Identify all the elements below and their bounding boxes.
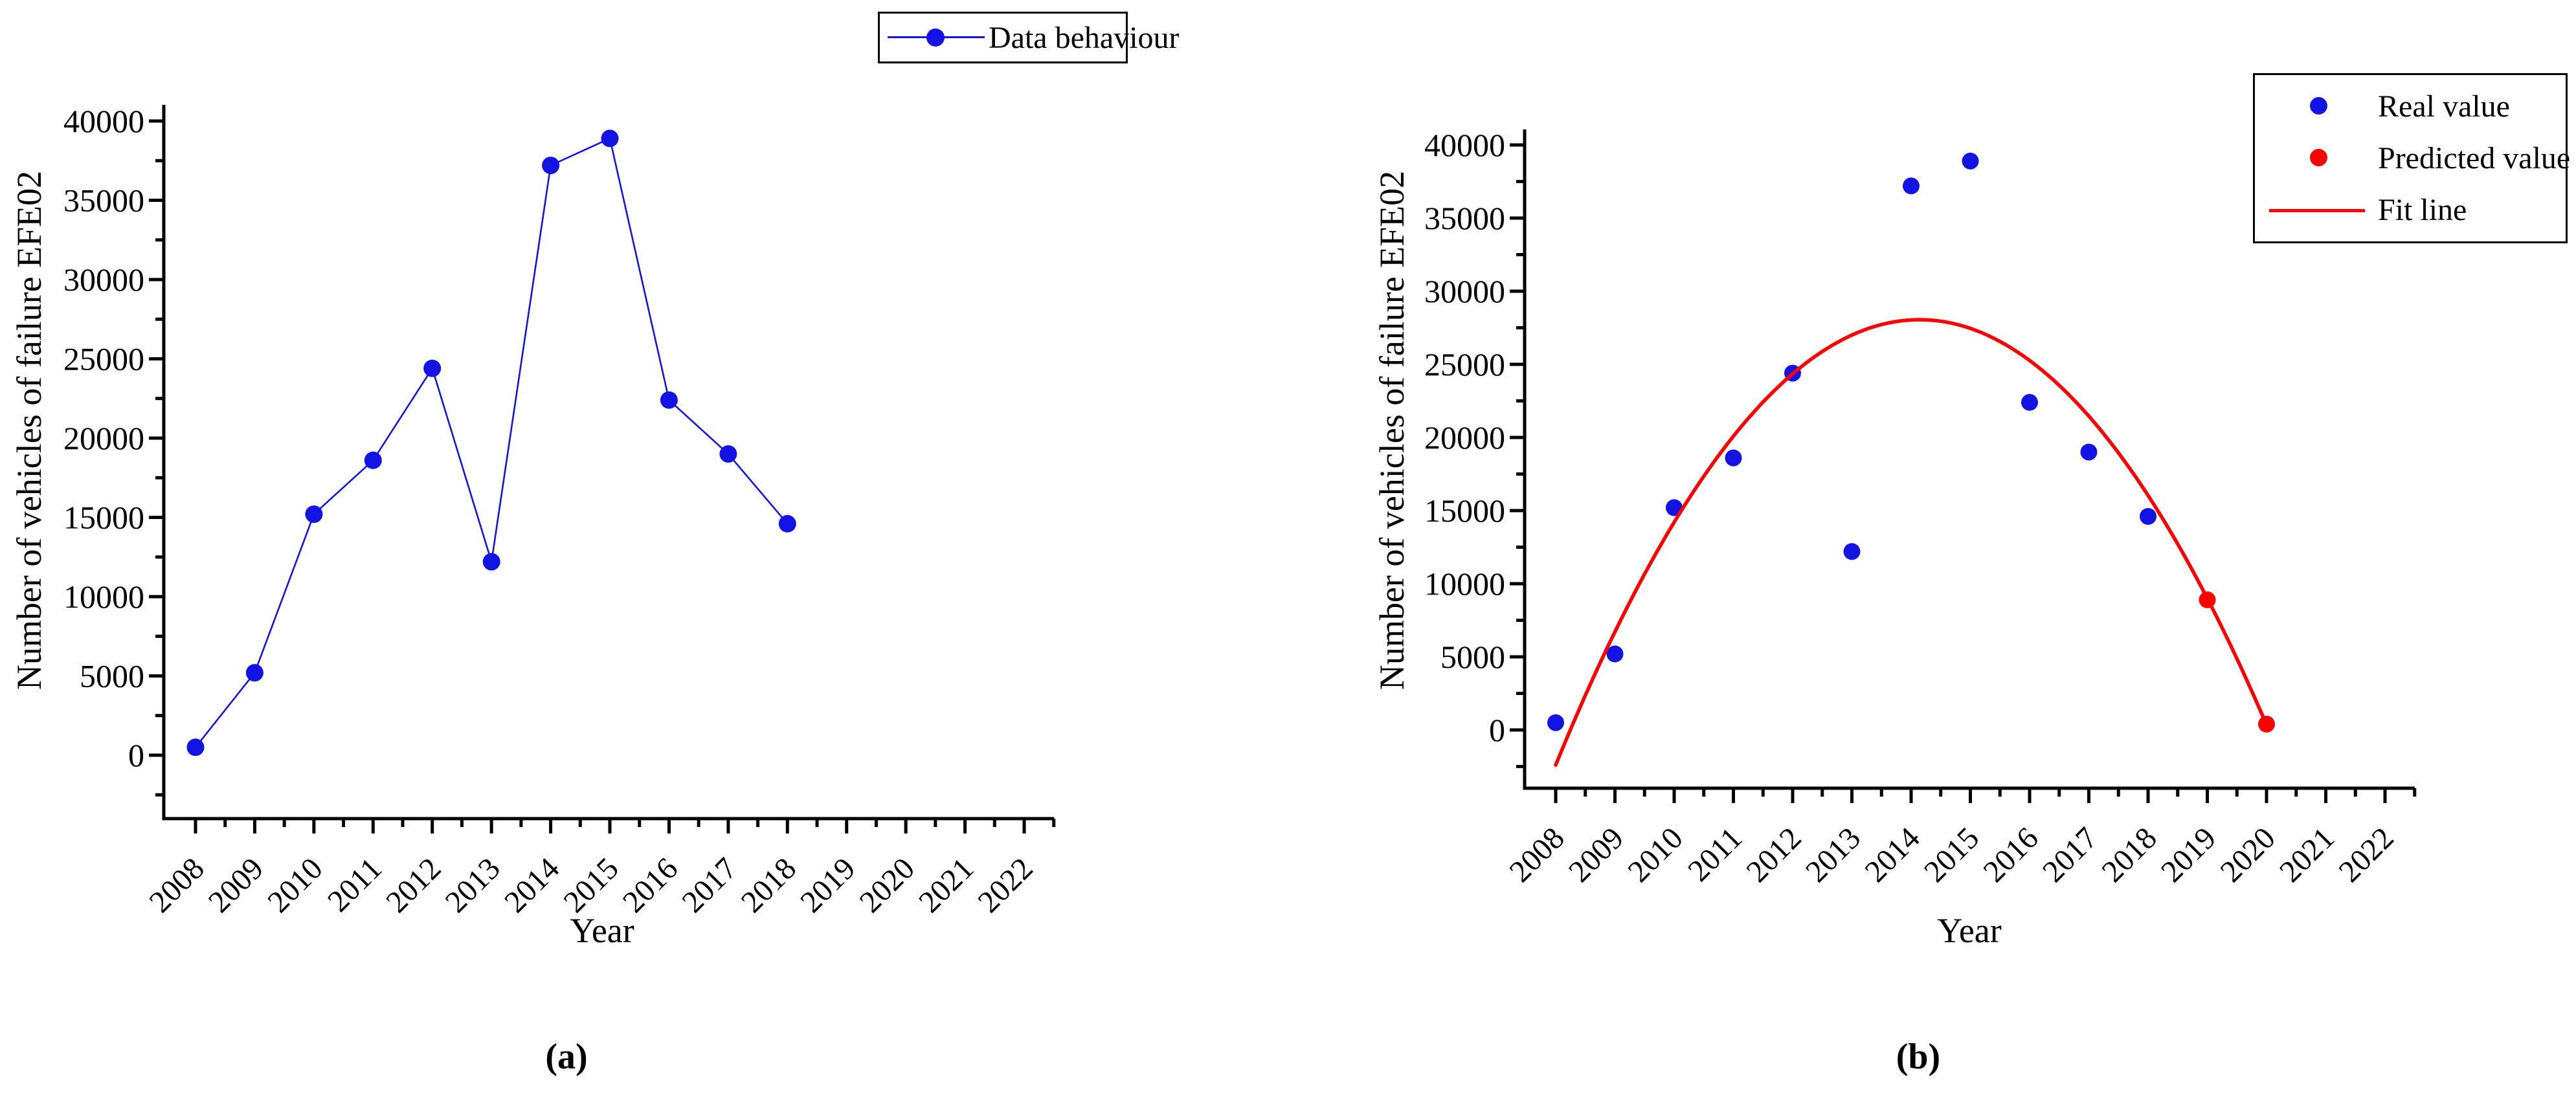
y-tick-label: 25000	[1424, 346, 1505, 382]
data-point-real-value-2013	[1843, 543, 1861, 560]
x-tick-label: 2012	[379, 851, 447, 919]
data-point-real-value-2009	[1606, 645, 1624, 663]
chart-b-x-axis-title: Year	[1937, 911, 2002, 950]
legend-entry-label: Predicted value	[2378, 140, 2571, 175]
x-tick-label: 2008	[142, 851, 210, 919]
data-point-data-behaviour-2010	[305, 505, 323, 524]
x-tick-label: 2017	[2036, 821, 2104, 889]
data-point-data-behaviour-2011	[364, 451, 382, 469]
x-tick-label: 2010	[1621, 821, 1689, 889]
legend-entry-label: Data behaviour	[989, 20, 1180, 55]
data-point-data-behaviour-2016	[660, 391, 678, 409]
y-tick-label: 20000	[63, 420, 144, 456]
x-tick-label: 2020	[2213, 821, 2281, 889]
y-tick-label: 30000	[63, 261, 144, 298]
y-tick-label: 25000	[63, 341, 144, 377]
x-tick-label: 2009	[1562, 821, 1630, 889]
red-line-icon	[2269, 208, 2365, 212]
caption-b: (b)	[1896, 1037, 1941, 1077]
data-point-data-behaviour-2015	[601, 129, 619, 148]
legend-entry-label: Fit line	[2378, 193, 2467, 228]
x-tick-label: 2010	[261, 851, 329, 919]
y-tick-label: 30000	[1424, 273, 1505, 309]
y-tick-label: 15000	[63, 500, 144, 536]
data-point-real-value-2018	[2140, 508, 2156, 525]
caption-a: (a)	[545, 1037, 588, 1077]
data-point-data-behaviour-2018	[778, 514, 796, 533]
real-value-dot-marker	[2255, 96, 2378, 116]
data-point-real-value-2011	[1725, 449, 1742, 467]
chart-b-y-axis-title: Number of vehicles of failure EFE02	[1372, 170, 1411, 690]
chart-a: 0 5000 10000 15000 20000 25000 30000 35000 40000…	[63, 103, 1056, 920]
legend-line-dot-marker	[880, 28, 989, 47]
x-tick-label: 2014	[1858, 821, 1926, 889]
y-tick-label: 40000	[63, 103, 144, 139]
x-tick-label: 2022	[971, 851, 1039, 919]
fit-line-marker	[2255, 201, 2378, 220]
data-point-real-value-2017	[2080, 443, 2098, 461]
legend-row-real-value: Real value	[2255, 81, 2566, 131]
data-point-data-behaviour-2017	[719, 445, 737, 463]
fit-line	[1554, 318, 2268, 767]
blue-dot-icon	[2310, 97, 2327, 115]
data-point-data-behaviour-2014	[542, 157, 560, 175]
data-point-real-value-2010	[1666, 499, 1683, 516]
predicted-value-dot-marker	[2255, 148, 2378, 168]
x-tick-label: 2017	[675, 851, 743, 919]
y-tick-label: 0	[128, 737, 144, 773]
x-tick-label: 2011	[321, 851, 388, 918]
x-tick-label: 2013	[439, 851, 507, 919]
x-tick-label: 2021	[912, 851, 980, 919]
data-point-data-behaviour-2013	[482, 553, 500, 571]
x-tick-label: 2008	[1503, 821, 1571, 889]
x-tick-label: 2019	[2155, 821, 2223, 889]
x-tick-label: 2013	[1799, 821, 1867, 889]
x-tick-label: 2016	[616, 851, 684, 919]
x-tick-label: 2018	[735, 851, 803, 919]
data-point-real-value-2016	[2021, 393, 2038, 411]
y-tick-label: 10000	[63, 579, 144, 615]
x-tick-label: 2022	[2332, 821, 2400, 889]
data-point-data-behaviour-2009	[245, 664, 263, 682]
x-tick-label: 2016	[1977, 821, 2044, 889]
x-tick-label: 2019	[794, 851, 862, 919]
chart-a-x-axis-title: Year	[570, 911, 634, 950]
legend-row-fit-line: Fit line	[2255, 185, 2566, 236]
x-tick-label: 2021	[2273, 821, 2341, 889]
data-point-data-behaviour-2012	[423, 359, 442, 377]
y-tick-label: 20000	[1424, 419, 1505, 456]
chart-a-y-axis-title: Number of vehicles of failure EFE02	[10, 170, 49, 690]
x-tick-label: 2020	[853, 851, 921, 919]
y-tick-label: 40000	[1424, 127, 1505, 163]
x-tick-label: 2015	[557, 851, 625, 919]
x-tick-label: 2015	[1918, 821, 1986, 889]
legend-dot-icon	[926, 28, 945, 47]
red-dot-icon	[2310, 149, 2327, 167]
x-tick-label: 2012	[1740, 821, 1808, 889]
y-tick-label: 0	[1489, 712, 1505, 748]
data-point-real-value-2014	[1903, 177, 1920, 195]
data-point-real-value-2015	[1962, 152, 1979, 170]
y-tick-label: 15000	[1424, 492, 1505, 529]
x-tick-label: 2018	[2095, 821, 2163, 889]
data-point-real-value-2008	[1547, 714, 1564, 731]
y-tick-label: 10000	[1424, 566, 1505, 602]
y-tick-label: 5000	[80, 658, 144, 694]
legend-row-predicted-value: Predicted value	[2255, 133, 2570, 183]
data-line	[194, 137, 789, 748]
y-tick-label: 35000	[1424, 200, 1505, 236]
data-point-data-behaviour-2008	[186, 738, 205, 756]
chart-a-legend: Data behaviour	[878, 12, 1180, 63]
x-tick-label: 2011	[1681, 821, 1749, 888]
chart-b-legend: Real value Predicted value Fit line	[2253, 73, 2570, 243]
legend-entry-label: Real value	[2378, 89, 2510, 124]
y-tick-label: 35000	[63, 182, 144, 219]
y-tick-label: 5000	[1440, 639, 1505, 675]
x-tick-label: 2014	[498, 851, 566, 919]
x-tick-label: 2009	[202, 851, 270, 919]
